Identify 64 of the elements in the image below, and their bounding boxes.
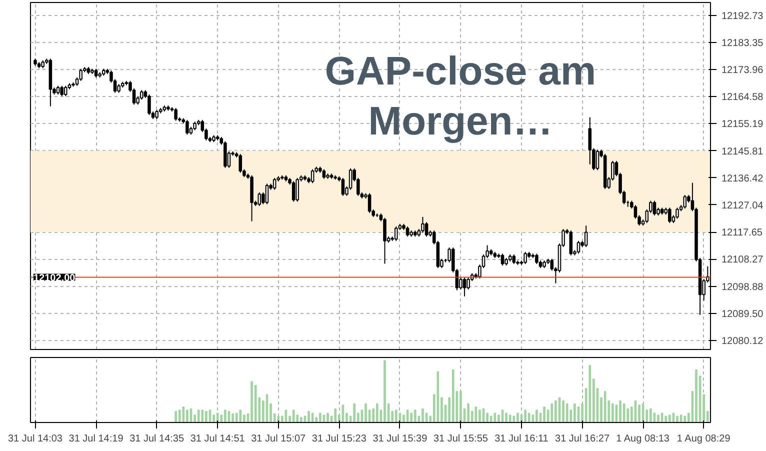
candlestick (584, 225, 588, 248)
candlestick (462, 277, 466, 297)
y-tick-label: 12127.04 (722, 200, 764, 212)
candlestick (466, 277, 470, 290)
x-tick-label: 1 Aug 08:29 (676, 434, 731, 444)
y-tick-label: 12192.73 (722, 10, 764, 22)
candlestick (322, 168, 326, 180)
candlestick (224, 140, 227, 168)
candlestick (512, 254, 516, 265)
x-tick-label: 31 Jul 16:27 (555, 434, 610, 444)
annotation: GAP-close am Morgen… (324, 50, 596, 144)
candlestick (676, 207, 679, 220)
candlestick (60, 85, 64, 97)
x-tick-label: 31 Jul 15:55 (433, 434, 488, 444)
candlestick (406, 226, 410, 238)
candlestick (155, 109, 158, 120)
candlestick (424, 222, 428, 238)
x-tick-label: 1 Aug 08:13 (616, 434, 670, 444)
y-tick-label: 12136.42 (722, 173, 764, 184)
y-tick-label: 12080.12 (722, 336, 764, 347)
candlestick (148, 94, 151, 116)
candlestick (683, 194, 686, 210)
y-tick-label: 12117.65 (722, 228, 763, 239)
candlestick (64, 85, 68, 97)
candlestick (569, 230, 573, 256)
x-tick-label: 31 Jul 14:51 (190, 434, 246, 444)
candlestick (524, 251, 527, 265)
candlestick (272, 177, 276, 190)
y-tick-label: 12108.27 (722, 254, 764, 266)
candlestick (174, 108, 178, 122)
candlestick (296, 177, 300, 202)
candlestick (596, 149, 600, 171)
candlestick (265, 183, 269, 205)
candlestick (238, 153, 242, 174)
candlestick (576, 240, 580, 254)
x-tick-label: 31 Jul 15:07 (251, 434, 306, 444)
y-tick-label: 12173.96 (722, 64, 764, 76)
x-tick-label: 31 Jul 14:35 (130, 434, 184, 444)
candlestick (186, 119, 189, 136)
candlestick (500, 253, 504, 266)
ref-line-label: 12102.00 (34, 272, 76, 284)
candlestick (535, 253, 538, 265)
x-tick-label: 31 Jul 14:03 (8, 434, 63, 444)
y-tick-label: 12098.88 (722, 282, 764, 293)
candlestick (341, 177, 345, 196)
x-tick-label: 31 Jul 14:19 (68, 434, 124, 444)
candlestick (421, 216, 424, 234)
candlestick (394, 226, 398, 242)
y-tick-label: 12164.58 (722, 92, 764, 104)
candlestick (258, 192, 262, 206)
y-tick-label: 12155.19 (722, 119, 764, 130)
y-tick-label: 12183.35 (722, 38, 764, 49)
y-tick-label: 12089.50 (722, 308, 764, 320)
candlestick (368, 192, 372, 214)
candlestick (652, 200, 656, 216)
candlestick (292, 180, 296, 202)
candlestick (668, 207, 672, 224)
candlestick (310, 168, 314, 184)
candlestick (383, 217, 386, 264)
x-tick-label: 31 Jul 15:23 (312, 434, 367, 444)
x-tick-label: 31 Jul 15:39 (372, 434, 428, 444)
y-tick-label: 12145.81 (722, 146, 764, 158)
x-tick-label: 31 Jul 16:11 (494, 434, 549, 444)
candlestick (140, 90, 144, 100)
